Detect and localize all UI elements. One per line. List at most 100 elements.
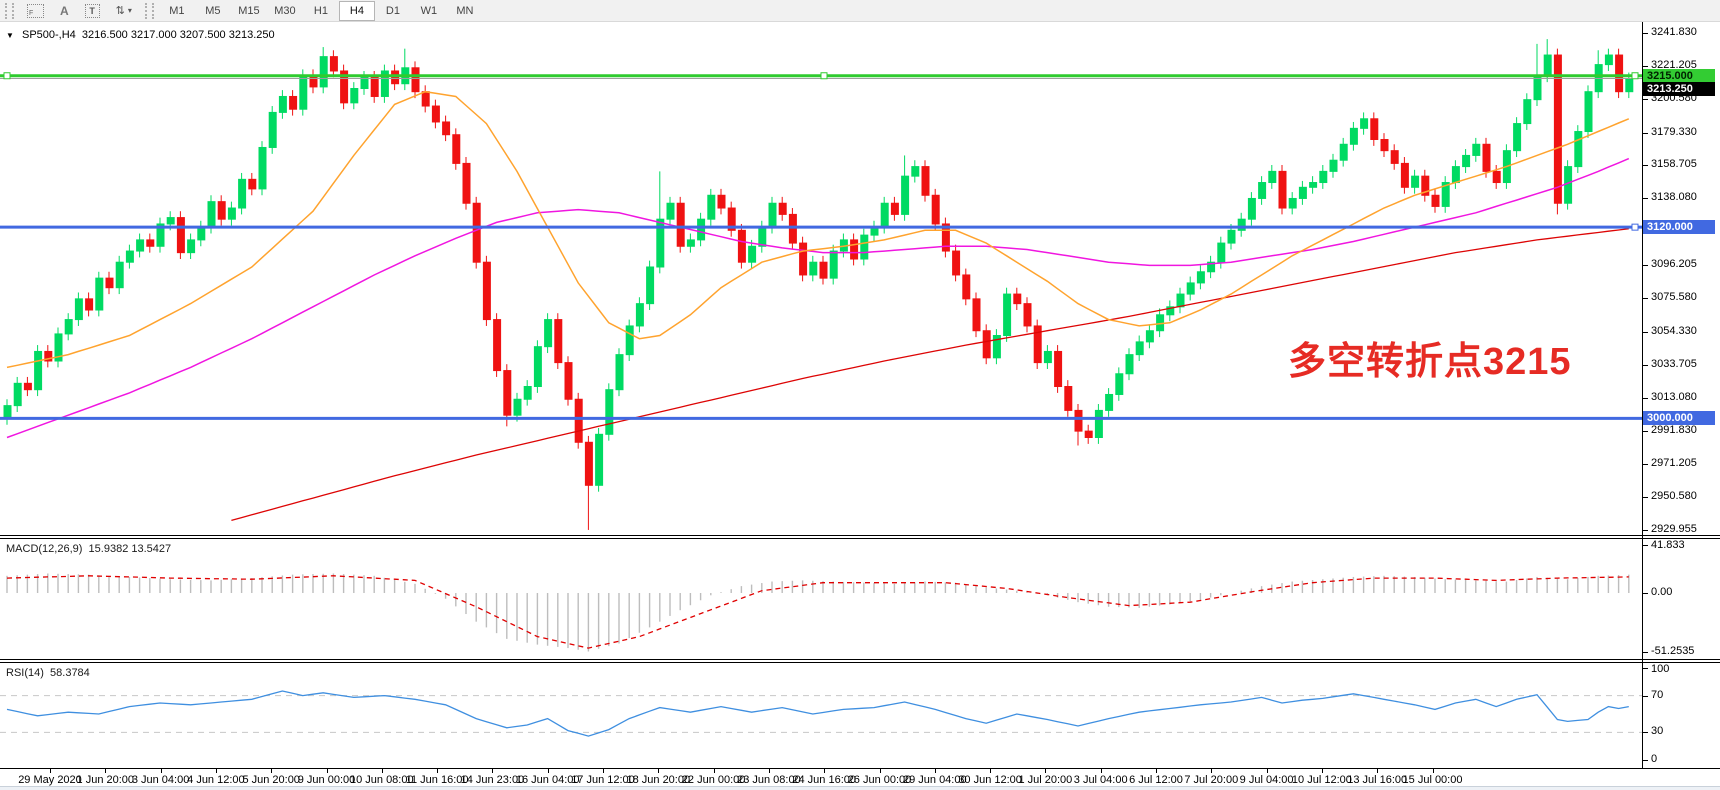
candle xyxy=(1247,197,1256,220)
candle xyxy=(1604,54,1613,66)
date-tick xyxy=(1156,769,1157,773)
candle xyxy=(1298,186,1307,199)
candle xyxy=(1451,166,1460,184)
date-tick xyxy=(713,769,715,773)
candle xyxy=(768,202,777,228)
candle xyxy=(1400,162,1409,188)
candle xyxy=(921,166,930,196)
date-tick-label: 7 Jul 20:00 xyxy=(1184,774,1239,786)
candle xyxy=(1380,138,1389,152)
candle xyxy=(1482,143,1491,172)
macd-panel[interactable]: MACD(12,26,9) 15.9382 13.5427 41.833 0.00… xyxy=(0,539,1720,659)
price-tick xyxy=(1643,165,1648,167)
date-tick xyxy=(215,769,217,773)
fibonacci-tool-button[interactable]: F xyxy=(20,1,51,21)
price-tick xyxy=(1643,198,1648,200)
candle xyxy=(931,194,940,225)
annotation-text[interactable]: 多空转折点3215 xyxy=(1288,341,1572,383)
text-label-icon: T xyxy=(84,3,100,18)
timeframe-button-m30[interactable]: M30 xyxy=(274,4,296,17)
main-chart-panel[interactable]: ▼ SP500-,H4 3216.500 3217.000 3207.500 3… xyxy=(0,22,1720,535)
arrows-tool-button[interactable]: ⇅ ▾ xyxy=(109,1,139,21)
date-tick-label: 14 Jun 23:00 xyxy=(460,774,525,786)
date-tick-label: 29 May 2020 xyxy=(18,774,82,786)
price-tick-label: 3033.705 xyxy=(1651,357,1697,370)
date-tick xyxy=(1211,769,1213,773)
line-drag-handle[interactable] xyxy=(1631,72,1639,80)
date-tick-label: 24 Jun 16:00 xyxy=(792,774,856,786)
candle xyxy=(788,213,797,244)
candle xyxy=(340,70,349,104)
rsi-tick-label: 100 xyxy=(1651,663,1670,675)
text-label-tool-button[interactable]: T xyxy=(78,1,107,21)
toolbar-grip[interactable] xyxy=(5,2,14,19)
rsi-tick xyxy=(1643,760,1648,761)
candle xyxy=(350,88,359,104)
line-drag-handle[interactable] xyxy=(1631,223,1639,231)
candle xyxy=(3,405,12,419)
status-strip xyxy=(0,786,1720,790)
candle xyxy=(666,202,675,220)
date-tick-label: 4 Jun 12:00 xyxy=(187,774,245,786)
timeframe-button-h4[interactable]: H4 xyxy=(338,0,375,21)
timeframe-button-w1[interactable]: W1 xyxy=(420,4,438,17)
timeframe-button-d1[interactable]: D1 xyxy=(385,4,400,17)
rsi-tick-label: 0 xyxy=(1651,753,1658,765)
timeframe-button-m15[interactable]: M15 xyxy=(238,4,260,17)
level-price-label: 3120.000 xyxy=(1643,220,1715,235)
date-tick-label: 23 Jun 08:00 xyxy=(737,774,801,786)
price-tick xyxy=(1643,530,1648,531)
date-tick xyxy=(271,769,273,773)
date-tick-label: 10 Jul 12:00 xyxy=(1291,774,1352,786)
candle xyxy=(635,303,644,327)
macd-tick xyxy=(1643,651,1648,653)
toolbar-grip-2[interactable] xyxy=(144,2,154,19)
price-tick-label: 3241.830 xyxy=(1651,26,1697,38)
rsi-tick xyxy=(1643,732,1648,734)
macd-tick-label: 41.833 xyxy=(1651,539,1685,551)
rsi-panel[interactable]: RSI(14) 58.3784 100 70 30 0 xyxy=(0,663,1720,768)
rsi-tick xyxy=(1643,695,1648,697)
chart-ohlc-values: 3216.500 3217.000 3207.500 3213.250 xyxy=(81,29,275,41)
date-tick-label: 30 Jun 12:00 xyxy=(958,774,1022,786)
candle xyxy=(1564,166,1573,204)
candle xyxy=(1033,325,1042,364)
line-drag-handle[interactable] xyxy=(820,72,828,80)
chevron-down-icon[interactable]: ▾ xyxy=(127,6,132,15)
collapse-triangle-icon[interactable]: ▼ xyxy=(6,31,14,40)
candle xyxy=(411,67,420,93)
rsi-value: 58.3784 xyxy=(50,667,90,679)
date-tick xyxy=(381,769,383,773)
moving-average xyxy=(231,228,1629,522)
candle xyxy=(217,201,226,220)
date-axis[interactable]: 29 May 2020 1 Jun 20:00 3 Jun 04:00 4 Jun 1… xyxy=(0,768,1720,786)
candle xyxy=(799,242,808,276)
candle xyxy=(125,250,134,263)
timeframe-button-m1[interactable]: M1 xyxy=(169,4,185,17)
timeframe-button-h1[interactable]: H1 xyxy=(313,4,328,17)
line-drag-handle[interactable] xyxy=(3,72,11,80)
date-tick xyxy=(160,769,162,773)
candle xyxy=(380,70,389,97)
rsi-chart[interactable] xyxy=(0,663,1642,768)
macd-chart[interactable] xyxy=(0,539,1642,659)
price-tick xyxy=(1643,297,1648,299)
panel-separator[interactable] xyxy=(0,535,1720,539)
date-tick-label: 18 Jun 20:00 xyxy=(626,774,691,786)
candle xyxy=(227,207,236,220)
macd-values: 15.9382 13.5427 xyxy=(88,543,172,555)
candle xyxy=(584,441,593,486)
macd-signal-line xyxy=(6,575,1629,649)
timeframe-button-mn[interactable]: MN xyxy=(456,4,474,17)
date-tick xyxy=(1100,769,1102,773)
timeframe-button-m5[interactable]: M5 xyxy=(205,4,221,17)
candle xyxy=(299,75,308,110)
date-tick xyxy=(1045,769,1047,773)
candle xyxy=(1462,154,1471,168)
candle xyxy=(278,95,287,113)
price-tick xyxy=(1643,397,1648,399)
candlestick-chart[interactable] xyxy=(0,22,1642,535)
panel-separator-2[interactable] xyxy=(0,659,1720,663)
candle xyxy=(1625,78,1634,93)
text-tool-button[interactable]: A xyxy=(53,1,76,21)
